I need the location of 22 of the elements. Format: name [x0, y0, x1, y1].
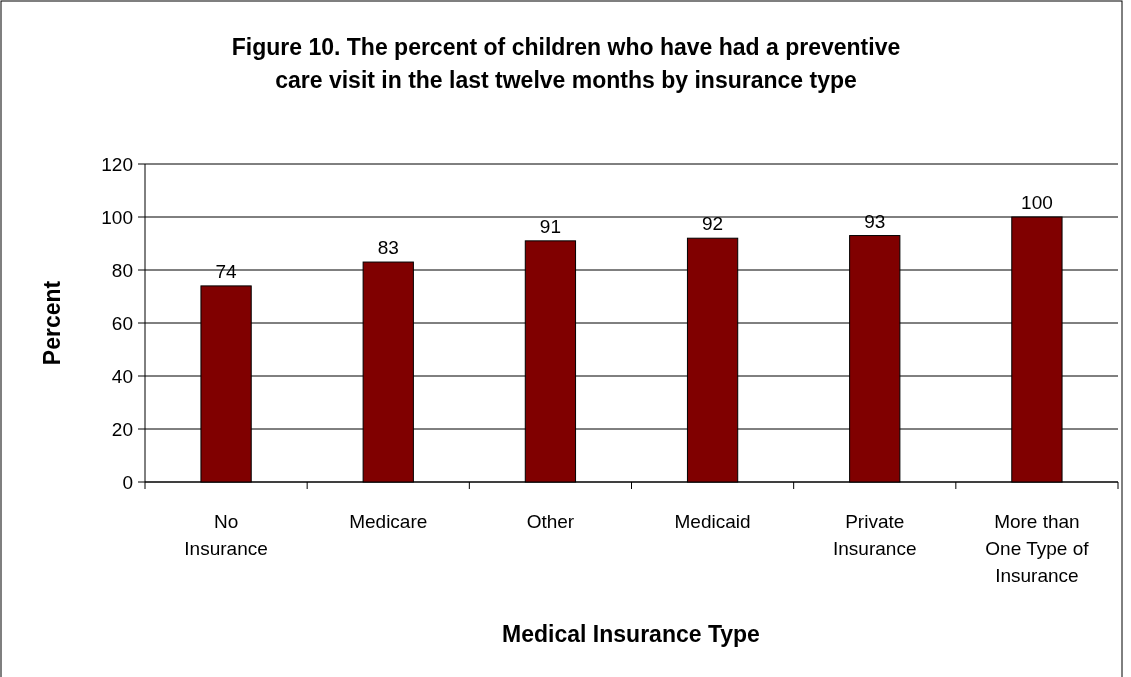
- x-tick-label: No Insurance: [184, 511, 268, 559]
- x-axis-title: Medical Insurance Type: [502, 621, 760, 647]
- data-label: 83: [377, 237, 399, 259]
- x-tick-label: More than One Type of Insurance: [985, 511, 1090, 586]
- x-tick-label: Medicaid: [674, 511, 751, 532]
- y-tick-label: 40: [111, 365, 133, 387]
- data-label: 91: [539, 215, 561, 237]
- data-label: 92: [702, 213, 724, 235]
- x-tick-label: Other: [526, 511, 575, 532]
- data-label: 100: [1021, 192, 1053, 213]
- data-label: 74: [215, 260, 238, 282]
- x-tick-label: Private Insurance: [833, 511, 917, 559]
- y-tick-label: 0: [122, 471, 133, 493]
- x-tick-label: Medicare: [349, 511, 428, 532]
- y-tick-label: 60: [111, 312, 133, 334]
- y-tick-label: 20: [111, 418, 133, 440]
- y-axis-title: Percent: [39, 280, 65, 366]
- y-tick-label: 80: [111, 259, 133, 281]
- data-label: 93: [864, 210, 886, 232]
- y-tick-label: 100: [101, 206, 133, 228]
- y-tick-label: 120: [101, 153, 133, 175]
- chart-title: Figure 10. The percent of children who have had a preventive care visit in the last twelve months by insurance type: [231, 34, 901, 93]
